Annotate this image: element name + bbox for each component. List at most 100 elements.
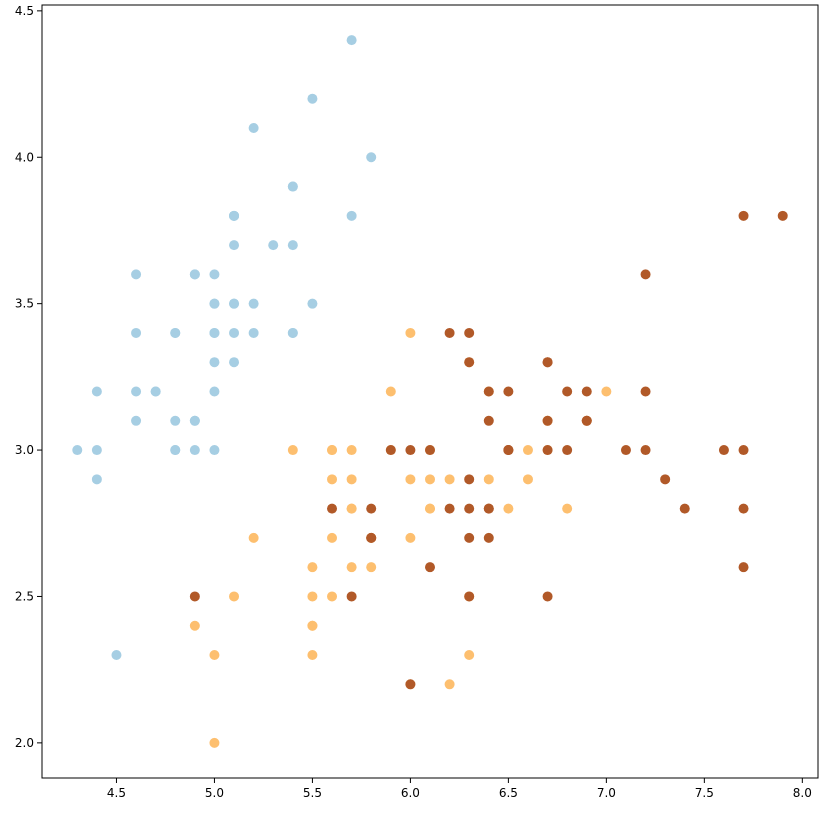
scatter-point (307, 298, 318, 309)
scatter-point (660, 474, 671, 485)
scatter-point (287, 240, 298, 251)
scatter-point (229, 240, 240, 251)
scatter-point (327, 503, 338, 514)
x-tick-label: 6.5 (499, 786, 518, 800)
scatter-point (444, 327, 455, 338)
scatter-point (189, 445, 200, 456)
scatter-point (229, 298, 240, 309)
scatter-point (189, 269, 200, 280)
scatter-point (464, 357, 475, 368)
scatter-point (346, 445, 357, 456)
scatter-point (444, 679, 455, 690)
scatter-point (581, 386, 592, 397)
scatter-point (503, 445, 514, 456)
scatter-point (405, 474, 416, 485)
y-tick-label: 4.0 (15, 150, 34, 164)
scatter-point (189, 620, 200, 631)
scatter-point (542, 357, 553, 368)
scatter-point (346, 503, 357, 514)
scatter-point (483, 474, 494, 485)
scatter-point (150, 386, 161, 397)
scatter-point (307, 620, 318, 631)
scatter-point (189, 415, 200, 426)
scatter-point (307, 591, 318, 602)
scatter-point (131, 327, 142, 338)
scatter-point (327, 591, 338, 602)
scatter-point (248, 298, 259, 309)
scatter-point (209, 445, 220, 456)
scatter-point (464, 532, 475, 543)
scatter-point (91, 445, 102, 456)
x-tick-label: 8.0 (793, 786, 812, 800)
scatter-point (562, 445, 573, 456)
scatter-point (522, 445, 533, 456)
scatter-point (542, 445, 553, 456)
scatter-point (425, 562, 435, 573)
scatter-point (581, 415, 592, 426)
y-tick-label: 2.5 (15, 589, 34, 603)
scatter-point (738, 503, 749, 514)
scatter-point (425, 445, 435, 456)
x-tick-label: 4.5 (107, 786, 126, 800)
scatter-point (131, 415, 142, 426)
scatter-point (620, 445, 631, 456)
scatter-point (91, 474, 102, 485)
scatter-point (307, 650, 318, 661)
scatter-point (287, 445, 298, 456)
scatter-point (738, 445, 749, 456)
scatter-point (738, 562, 749, 573)
scatter-point (209, 737, 220, 748)
plot-frame (41, 4, 819, 779)
scatter-point (405, 327, 416, 338)
scatter-point (718, 445, 729, 456)
scatter-point (405, 679, 416, 690)
scatter-point (640, 386, 651, 397)
scatter-point (170, 415, 181, 426)
scatter-point (366, 503, 377, 514)
scatter-point (346, 562, 357, 573)
y-tick-label: 3.5 (15, 297, 34, 311)
scatter-point (503, 503, 514, 514)
scatter-point (346, 474, 357, 485)
scatter-point (640, 445, 651, 456)
scatter-point (209, 327, 220, 338)
y-tick-label: 4.5 (15, 4, 34, 18)
scatter-point (522, 474, 533, 485)
scatter-point (483, 503, 494, 514)
scatter-point (483, 532, 494, 543)
scatter-point (209, 650, 220, 661)
scatter-point (738, 210, 749, 221)
x-axis: 4.5 5.0 5.5 6.0 6.5 7.0 7.5 8.0 (107, 778, 812, 800)
scatter-point (287, 181, 298, 192)
scatter-point (640, 269, 651, 280)
scatter-point (503, 386, 514, 397)
scatter-point (444, 503, 455, 514)
scatter-point (248, 327, 259, 338)
scatter-point (679, 503, 690, 514)
scatter-point (464, 474, 475, 485)
scatter-point (464, 503, 475, 514)
scatter-point (425, 503, 435, 514)
scatter-point (248, 532, 259, 543)
scatter-point (111, 650, 122, 661)
scatter-point (562, 386, 573, 397)
scatter-point (189, 591, 200, 602)
scatter-point (327, 532, 338, 543)
y-tick-label: 2.0 (15, 736, 34, 750)
scatter-point (542, 415, 553, 426)
scatter-point (366, 532, 377, 543)
scatter-point (131, 386, 142, 397)
scatter-point (405, 532, 416, 543)
scatter-point (542, 591, 553, 602)
scatter-point (209, 298, 220, 309)
scatter-point (444, 474, 455, 485)
scatter-point (777, 210, 788, 221)
y-tick-label: 3.0 (15, 443, 34, 457)
scatter-point (209, 386, 220, 397)
scatter-point (209, 357, 220, 368)
scatter-point (483, 415, 494, 426)
scatter-point (72, 445, 83, 456)
scatter-point (425, 474, 435, 485)
